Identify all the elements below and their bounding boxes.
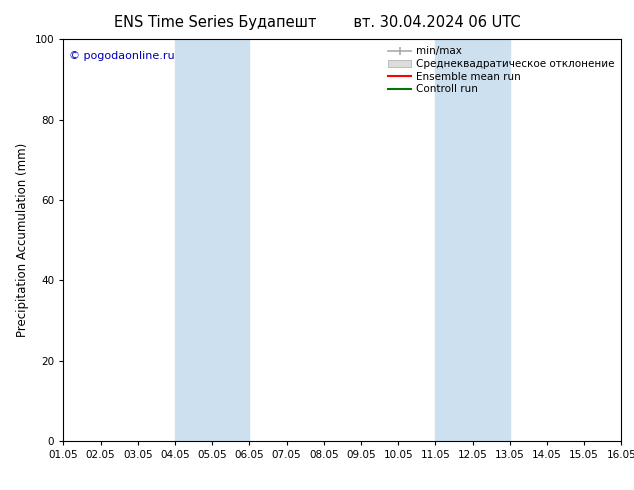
Text: © pogodaonline.ru: © pogodaonline.ru	[69, 51, 174, 61]
Text: ENS Time Series Будапешт        вт. 30.04.2024 06 UTC: ENS Time Series Будапешт вт. 30.04.2024 …	[113, 15, 521, 30]
Bar	[175, 39, 249, 441]
Bar	[436, 39, 510, 441]
Y-axis label: Precipitation Accumulation (mm): Precipitation Accumulation (mm)	[16, 143, 29, 337]
Legend: min/max, Среднеквадратическое отклонение, Ensemble mean run, Controll run: min/max, Среднеквадратическое отклонение…	[386, 45, 616, 97]
